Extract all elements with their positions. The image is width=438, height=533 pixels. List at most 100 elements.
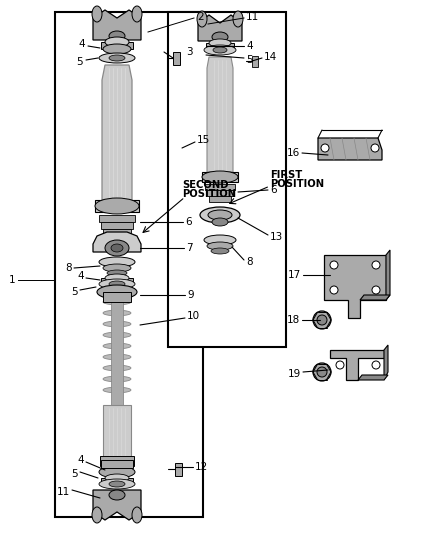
Ellipse shape <box>212 218 228 226</box>
Ellipse shape <box>109 490 125 500</box>
Ellipse shape <box>211 248 229 254</box>
Polygon shape <box>324 255 386 318</box>
Bar <box>252 56 258 67</box>
Text: 12: 12 <box>195 462 208 472</box>
Ellipse shape <box>99 257 135 267</box>
Bar <box>95 200 139 212</box>
Text: 4: 4 <box>78 455 84 465</box>
Ellipse shape <box>313 363 331 381</box>
Polygon shape <box>103 310 131 316</box>
Polygon shape <box>93 490 141 520</box>
Ellipse shape <box>132 507 142 523</box>
Bar <box>103 462 131 470</box>
Polygon shape <box>386 250 390 300</box>
Ellipse shape <box>111 244 123 252</box>
Ellipse shape <box>97 285 137 299</box>
Bar <box>209 196 231 202</box>
Ellipse shape <box>105 474 129 482</box>
Polygon shape <box>207 57 233 172</box>
Ellipse shape <box>212 32 228 42</box>
Ellipse shape <box>213 47 227 53</box>
Ellipse shape <box>372 286 380 294</box>
Bar <box>103 229 131 236</box>
Ellipse shape <box>330 261 338 269</box>
Bar <box>168 12 286 347</box>
Ellipse shape <box>103 264 131 272</box>
Ellipse shape <box>107 270 127 276</box>
Text: 16: 16 <box>287 148 300 158</box>
Ellipse shape <box>204 235 236 245</box>
Ellipse shape <box>233 11 243 27</box>
Ellipse shape <box>95 198 139 214</box>
Ellipse shape <box>317 315 327 325</box>
Ellipse shape <box>109 481 125 487</box>
Ellipse shape <box>109 55 125 61</box>
Polygon shape <box>103 321 131 327</box>
Ellipse shape <box>208 210 232 220</box>
Bar <box>111 295 123 405</box>
Ellipse shape <box>105 37 129 47</box>
Bar <box>202 172 238 182</box>
Text: 18: 18 <box>287 315 300 325</box>
Text: POSITION: POSITION <box>270 179 324 189</box>
Bar <box>99 215 135 222</box>
Ellipse shape <box>372 361 380 369</box>
Ellipse shape <box>330 286 338 294</box>
Bar <box>173 52 180 65</box>
Text: 7: 7 <box>186 243 193 253</box>
Bar <box>100 456 134 466</box>
Text: 5: 5 <box>246 55 253 65</box>
Ellipse shape <box>99 479 135 489</box>
Polygon shape <box>103 332 131 338</box>
Bar <box>101 222 133 229</box>
Text: 11: 11 <box>57 487 70 497</box>
Bar <box>101 478 133 484</box>
Bar <box>175 463 182 476</box>
Ellipse shape <box>204 45 236 55</box>
Ellipse shape <box>336 361 344 369</box>
Polygon shape <box>360 295 390 300</box>
Bar <box>101 42 133 49</box>
Ellipse shape <box>92 507 102 523</box>
Bar <box>206 43 234 49</box>
Text: 5: 5 <box>71 287 78 297</box>
Ellipse shape <box>207 242 233 250</box>
Ellipse shape <box>105 274 129 282</box>
Bar <box>205 184 235 190</box>
Polygon shape <box>103 343 131 349</box>
Text: 3: 3 <box>186 47 193 57</box>
Ellipse shape <box>99 53 135 63</box>
Ellipse shape <box>321 144 329 152</box>
Text: 4: 4 <box>78 39 85 49</box>
Polygon shape <box>384 345 388 380</box>
Polygon shape <box>103 299 131 305</box>
Bar <box>101 278 133 284</box>
Text: 5: 5 <box>71 469 78 479</box>
Bar <box>207 190 233 196</box>
Ellipse shape <box>371 144 379 152</box>
Text: 17: 17 <box>288 270 301 280</box>
Text: 19: 19 <box>288 369 301 379</box>
Text: 1: 1 <box>9 275 15 285</box>
Ellipse shape <box>313 311 331 329</box>
Text: 4: 4 <box>78 271 84 281</box>
Ellipse shape <box>105 240 129 256</box>
Bar <box>103 292 131 302</box>
Text: 4: 4 <box>246 41 253 51</box>
Ellipse shape <box>99 466 135 478</box>
Polygon shape <box>93 232 141 252</box>
Ellipse shape <box>103 44 131 54</box>
Text: POSITION: POSITION <box>182 189 236 199</box>
Ellipse shape <box>197 11 207 27</box>
Text: 8: 8 <box>246 257 253 267</box>
Ellipse shape <box>202 171 238 183</box>
Ellipse shape <box>209 39 231 47</box>
Polygon shape <box>93 10 141 40</box>
Polygon shape <box>198 15 242 41</box>
Text: 2: 2 <box>197 12 204 22</box>
Ellipse shape <box>99 279 135 289</box>
Polygon shape <box>103 376 131 382</box>
Ellipse shape <box>372 261 380 269</box>
Text: 15: 15 <box>197 135 210 145</box>
Polygon shape <box>103 365 131 371</box>
